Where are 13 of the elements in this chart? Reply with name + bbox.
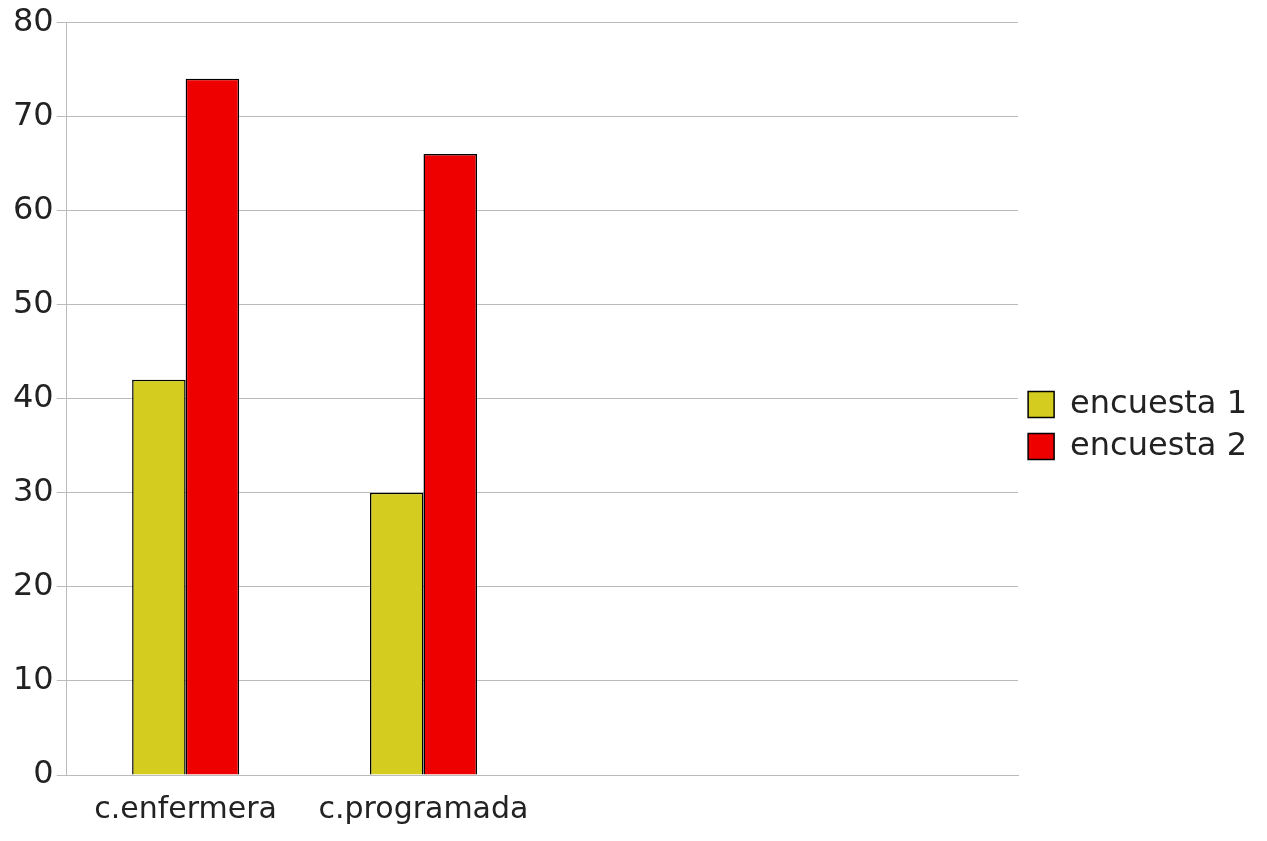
legend-label: encuesta 1 (1070, 382, 1247, 421)
x-tick-label: c.programada (318, 789, 529, 825)
y-tick-label: 70 (13, 94, 54, 133)
y-tick-label: 50 (13, 282, 54, 321)
legend-label: encuesta 2 (1070, 424, 1247, 463)
x-tick-label: c.enfermera (94, 789, 278, 825)
y-tick-label: 60 (13, 188, 54, 227)
y-tick-label: 30 (13, 471, 54, 510)
y-tick-label: 80 (13, 0, 54, 39)
y-tick-label: 10 (13, 659, 54, 698)
y-tick-label: 20 (13, 565, 54, 604)
y-tick-label: 0 (33, 753, 54, 792)
y-tick-label: 40 (13, 376, 54, 415)
